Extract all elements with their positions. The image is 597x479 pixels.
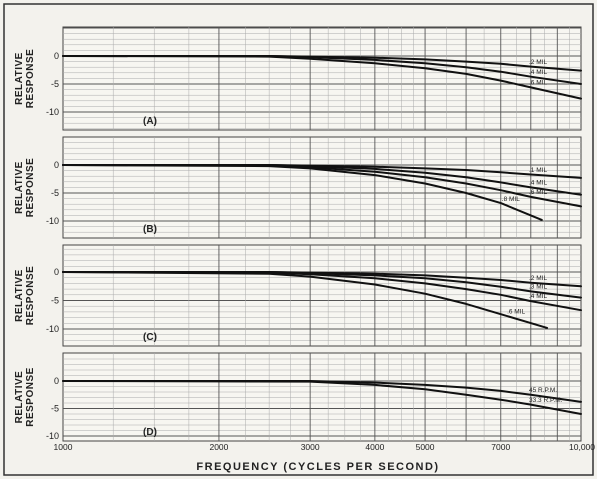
y-tick-label: 0 [54, 160, 59, 170]
series-line [62, 380, 582, 415]
y-tick-label: -5 [51, 296, 59, 306]
y-tick-label: 0 [54, 376, 59, 386]
series-label: .4 MIL [529, 69, 547, 76]
series-label: .1 MIL [529, 167, 547, 174]
y-tick-label: -5 [51, 79, 59, 89]
series-label: .4 MIL [529, 180, 547, 187]
series-label: .6 MIL [507, 309, 525, 316]
series-label: .2 MIL [529, 59, 547, 66]
x-tick-label: 1000 [54, 442, 73, 452]
x-tick-label: 4000 [365, 442, 384, 452]
series-label: 33.3 R.P.M. [529, 397, 563, 404]
panel-label: (A) [143, 116, 157, 127]
y-tick-label: -10 [46, 107, 59, 117]
y-axis-title-line2: RESPONSE [25, 367, 36, 427]
y-tick-label: -5 [51, 404, 59, 414]
series-line [62, 55, 582, 100]
y-axis-title-line2: RESPONSE [25, 266, 36, 326]
panel-plot-area [62, 352, 582, 442]
chart-panel: 0 -5 -10 RELATIVE RESPONSE (B) .1 MIL .4 MIL .6 … [14, 136, 582, 239]
x-axis-title: FREQUENCY (CYCLES PER SECOND) [196, 461, 439, 473]
series-label: .2 MIL [529, 275, 547, 282]
y-axis-title-line1: RELATIVE [14, 269, 25, 322]
series-label: .3 MIL [529, 284, 547, 291]
y-axis-title-line1: RELATIVE [14, 371, 25, 424]
chart-panel: 0 -5 -10 RELATIVE RESPONSE (D) 45 R.P.M. 33.3 R… [14, 352, 582, 442]
series-line [62, 271, 549, 329]
y-axis-title-line1: RELATIVE [14, 161, 25, 214]
panel-label: (B) [143, 224, 157, 235]
series-label: .4 MIL [529, 293, 547, 300]
x-tick-label: 3000 [301, 442, 320, 452]
x-tick-label: 7000 [491, 442, 510, 452]
series-label: .6 MIL [529, 79, 547, 86]
x-tick-label: 5000 [416, 442, 435, 452]
chart-panel: 0 -5 -10 RELATIVE RESPONSE (C) .2 MIL .3 MIL .4 … [14, 244, 582, 347]
x-tick-label: 10,000 [569, 442, 595, 452]
panel-label: (D) [143, 427, 157, 438]
x-axis-tick-labels: 1000 2000 3000 4000 5000 7000 10,000 [54, 442, 596, 452]
y-tick-label: -10 [46, 431, 59, 441]
y-tick-label: -10 [46, 216, 59, 226]
y-axis-title-line1: RELATIVE [14, 52, 25, 105]
y-axis-title-line2: RESPONSE [25, 158, 36, 218]
series-line [62, 164, 543, 221]
panel-label: (C) [143, 332, 157, 343]
chart-panel: 0 -5 -10 RELATIVE RESPONSE (A) .2 MIL .4 MIL .6 … [14, 26, 582, 131]
y-tick-label: 0 [54, 267, 59, 277]
y-tick-label: 0 [54, 51, 59, 61]
y-axis-title-line2: RESPONSE [25, 49, 36, 109]
series-label: 45 R.P.M. [529, 387, 557, 394]
x-tick-label: 2000 [209, 442, 228, 452]
series-label: .8 MIL [502, 196, 520, 203]
series-line [62, 271, 582, 312]
y-tick-label: -5 [51, 188, 59, 198]
figure-frame [3, 3, 594, 476]
y-tick-label: -10 [46, 324, 59, 334]
series-label: .6 MIL [529, 189, 547, 196]
